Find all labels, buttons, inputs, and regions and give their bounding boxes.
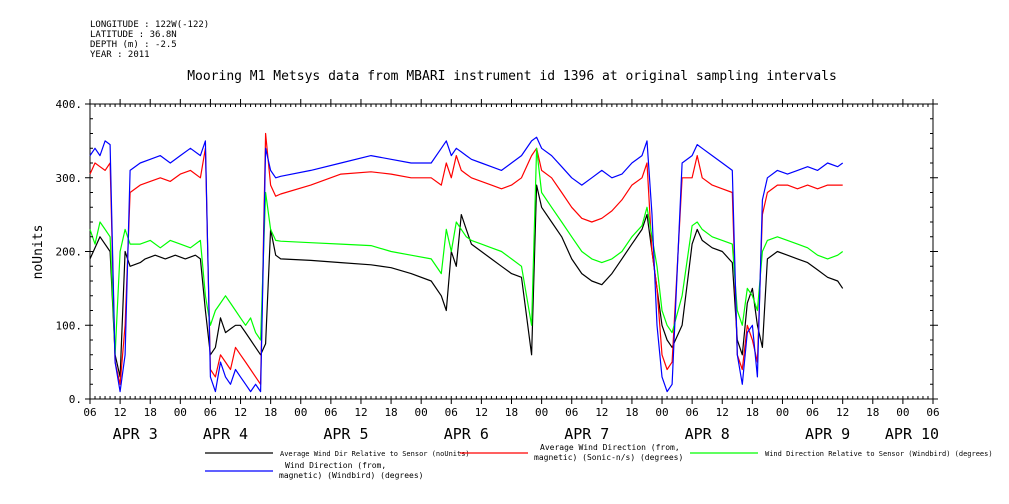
x-tick-label: 18 xyxy=(144,406,157,419)
legend-label-line2: magnetic) (Sonic-n/s) (degrees) xyxy=(534,453,683,462)
x-tick-label: 12 xyxy=(475,406,488,419)
y-tick-label: 100. xyxy=(56,319,83,332)
series-line xyxy=(89,184,844,378)
x-tick-label: 12 xyxy=(354,406,367,419)
x-tick-label: 00 xyxy=(415,406,428,419)
legend-label-line2: magnetic) (Windbird) (degrees) xyxy=(279,471,424,480)
x-day-label: APR 3 xyxy=(113,425,158,443)
x-tick-label: 18 xyxy=(625,406,638,419)
x-day-label: APR 10 xyxy=(885,425,939,443)
legend-label: Average Wind Dir Relative to Sensor (noU… xyxy=(280,450,470,458)
x-tick-label: 06 xyxy=(806,406,819,419)
metadata-block: LONGITUDE : 122W(-122) LATITUDE : 36.8N … xyxy=(90,20,209,60)
x-tick-label: 12 xyxy=(716,406,729,419)
x-tick-label: 12 xyxy=(836,406,849,419)
x-tick-label: 12 xyxy=(234,406,247,419)
series-line xyxy=(89,147,844,356)
x-tick-label: 00 xyxy=(655,406,668,419)
x-day-label: APR 8 xyxy=(685,425,730,443)
x-tick-label: 12 xyxy=(113,406,126,419)
legend-label: Wind Direction (from, xyxy=(285,461,386,470)
depth-text: DEPTH (m) : -2.5 xyxy=(90,40,177,50)
x-day-label: APR 4 xyxy=(203,425,248,443)
x-tick-label: 18 xyxy=(264,406,277,419)
x-tick-label: 06 xyxy=(926,406,939,419)
x-tick-label: 06 xyxy=(686,406,699,419)
x-day-label: APR 9 xyxy=(805,425,850,443)
x-day-label: APR 6 xyxy=(444,425,489,443)
x-day-label: APR 5 xyxy=(323,425,368,443)
x-tick-label: 00 xyxy=(896,406,909,419)
series-line xyxy=(89,132,843,385)
x-tick-label: 06 xyxy=(445,406,458,419)
chart-title: Mooring M1 Metsys data from MBARI instru… xyxy=(187,69,837,84)
x-day-label: APR 7 xyxy=(564,425,609,443)
x-tick-label: 00 xyxy=(776,406,789,419)
y-axis-label: noUnits xyxy=(31,225,46,280)
x-tick-label: 00 xyxy=(294,406,307,419)
latitude-text: LATITUDE : 36.8N xyxy=(90,30,177,40)
x-tick-label: 18 xyxy=(505,406,518,419)
y-tick-label: 400. xyxy=(56,98,83,111)
x-tick-label: 00 xyxy=(174,406,187,419)
y-tick-label: 300. xyxy=(56,172,83,185)
x-tick-label: 18 xyxy=(866,406,879,419)
x-tick-label: 12 xyxy=(595,406,608,419)
y-tick-label: 0. xyxy=(69,393,82,406)
year-text: YEAR : 2011 xyxy=(90,50,150,60)
x-tick-label: 18 xyxy=(746,406,759,419)
x-tick-label: 06 xyxy=(324,406,337,419)
plot-frame xyxy=(89,103,934,400)
x-tick-label: 18 xyxy=(384,406,397,419)
y-tick-label: 200. xyxy=(56,246,83,259)
x-tick-label: 06 xyxy=(83,406,96,419)
legend-label: Wind Direction Relative to Sensor (Windb… xyxy=(765,450,993,458)
legend-label: Average Wind Direction (from, xyxy=(540,443,680,452)
series-line xyxy=(89,136,844,393)
x-tick-label: 06 xyxy=(565,406,578,419)
longitude-text: LONGITUDE : 122W(-122) xyxy=(90,20,210,30)
x-tick-label: 06 xyxy=(204,406,217,419)
x-tick-label: 00 xyxy=(535,406,548,419)
